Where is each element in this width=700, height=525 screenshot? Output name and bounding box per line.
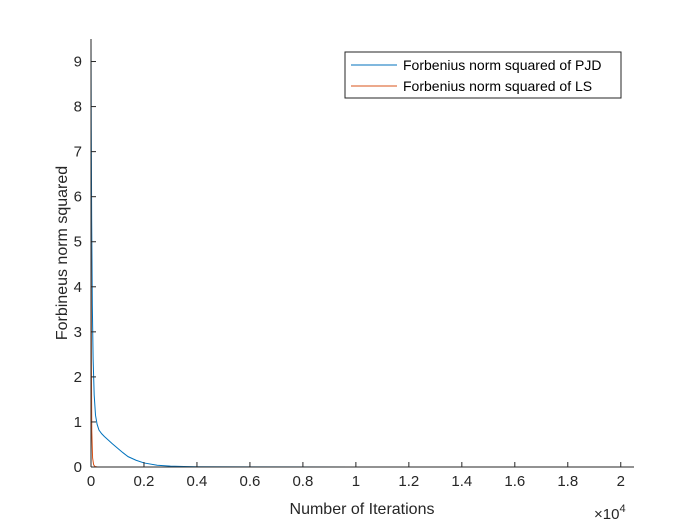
x-tick-label: 2 <box>617 473 625 490</box>
x-tick-label: 1.8 <box>557 473 578 490</box>
x-tick-label: 1.4 <box>451 473 472 490</box>
y-tick-label: 1 <box>74 414 82 431</box>
y-tick-label: 4 <box>74 279 82 296</box>
svg-text:×104: ×104 <box>594 503 626 523</box>
y-tick-label: 8 <box>74 99 82 116</box>
x-tick-label: 1 <box>352 473 360 490</box>
legend: Forbenius norm squared of PJD Forbenius … <box>344 51 622 99</box>
y-axis-label: Forbineus norm squared <box>54 166 71 340</box>
tick-labels: 0 0.2 0.4 0.6 0.8 1 1.2 1.4 1.6 1.8 2 0 1 2 3 4 5 6 7 8 9 <box>74 54 625 490</box>
x-tick-label: 0.8 <box>292 473 313 490</box>
x-exponent-power: 4 <box>619 503 625 515</box>
x-tick-label: 0.6 <box>239 473 260 490</box>
x-axis-exponent: ×104 <box>594 503 626 523</box>
legend-text-ls: Forbenius norm squared of LS <box>403 78 592 94</box>
legend-box <box>344 51 622 99</box>
y-tick-label: 3 <box>74 324 82 341</box>
y-tick-label: 5 <box>74 234 82 251</box>
x-tick-label: 0.4 <box>187 473 208 490</box>
x-tick-label: 1.2 <box>398 473 419 490</box>
x-tick-label: 0 <box>87 473 95 490</box>
x-tick-label: 0.2 <box>134 473 155 490</box>
x-exponent-base: ×10 <box>594 506 619 523</box>
x-tick-label: 1.6 <box>504 473 525 490</box>
y-tick-label: 7 <box>74 144 82 161</box>
legend-text-pjd: Forbenius norm squared of PJD <box>403 57 601 73</box>
x-axis-label: Number of Iterations <box>290 501 435 518</box>
axes-layer <box>90 39 634 468</box>
y-tick-label: 2 <box>74 369 82 386</box>
plot-area <box>91 39 634 467</box>
y-tick-label: 0 <box>74 459 82 476</box>
y-tick-label: 6 <box>74 189 82 206</box>
y-tick-label: 9 <box>74 54 82 71</box>
